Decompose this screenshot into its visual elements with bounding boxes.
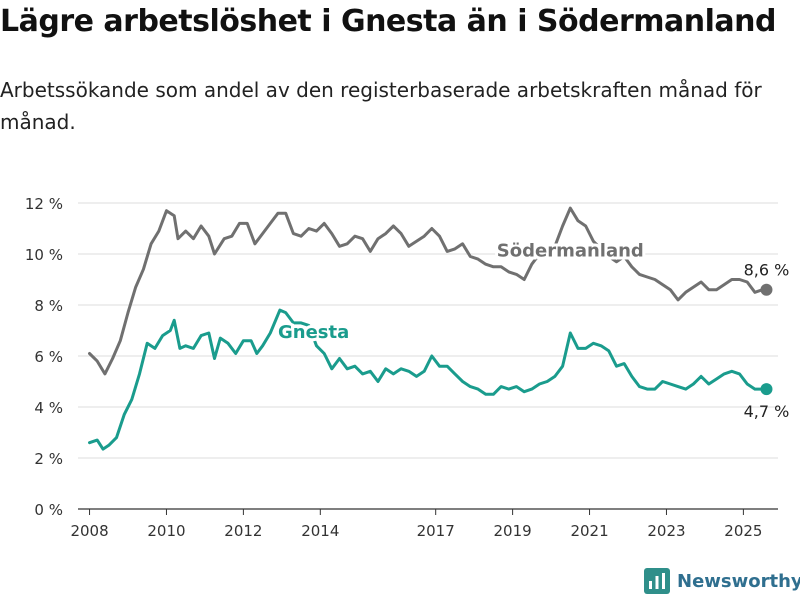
sodermanland-end-dot: [760, 283, 773, 296]
x-tick-label: 2021: [570, 522, 608, 540]
sodermanland-line: [88, 206, 768, 376]
brand: Newsworthy: [644, 568, 800, 594]
gnesta-line: [88, 308, 768, 451]
x-tick-label: 2008: [70, 522, 108, 540]
x-tick-label: 2025: [724, 522, 762, 540]
y-tick-label: 2 %: [34, 450, 63, 468]
x-tick-label: 2017: [417, 522, 455, 540]
gnesta-series-label: Gnesta: [278, 322, 349, 343]
sodermanland-end-label: 8,6 %: [744, 261, 790, 280]
y-tick-label: 10 %: [25, 246, 63, 264]
gnesta-end-dot: [760, 383, 773, 396]
sodermanland-series-label: Södermanland: [497, 241, 644, 262]
gnesta-end-label: 4,7 %: [744, 402, 790, 421]
y-tick-label: 6 %: [34, 348, 63, 366]
x-tick-label: 2010: [147, 522, 185, 540]
x-tick-label: 2023: [647, 522, 685, 540]
y-tick-label: 0 %: [34, 501, 63, 519]
y-tick-label: 4 %: [34, 399, 63, 417]
chart-title: Lägre arbetslöshet i Gnesta än i Söderma…: [0, 4, 777, 39]
y-tick-label: 12 %: [25, 195, 63, 213]
x-tick-label: 2014: [301, 522, 339, 540]
newsworthy-logo-icon: [644, 568, 670, 594]
y-tick-label: 8 %: [34, 297, 63, 315]
x-tick-label: 2012: [224, 522, 262, 540]
chart-subtitle: Arbetssökande som andel av den registerb…: [0, 78, 762, 134]
x-tick-label: 2019: [494, 522, 532, 540]
brand-name: Newsworthy: [677, 570, 800, 592]
